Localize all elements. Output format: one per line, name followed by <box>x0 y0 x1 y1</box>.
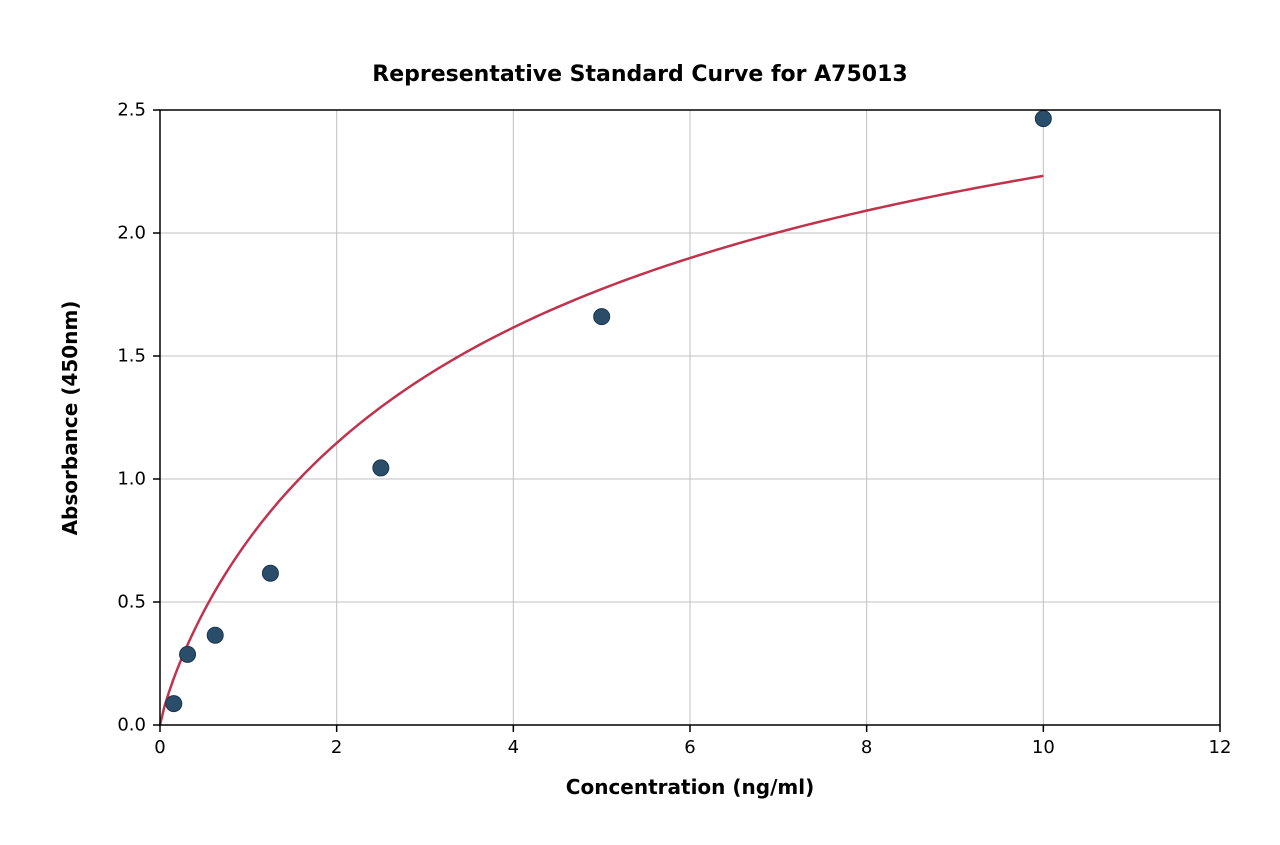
y-tick-label: 2.0 <box>117 223 146 244</box>
y-tick-label: 0.5 <box>117 592 146 613</box>
x-tick-label: 4 <box>508 737 519 758</box>
x-tick-label: 0 <box>154 737 165 758</box>
y-tick-label: 0.0 <box>117 715 146 736</box>
y-axis-label: Absorbance (450nm) <box>58 300 82 535</box>
x-tick-label: 8 <box>861 737 872 758</box>
x-tick-label: 6 <box>684 737 695 758</box>
y-tick-label: 2.5 <box>117 100 146 121</box>
chart-title: Representative Standard Curve for A75013 <box>0 62 1280 87</box>
chart-svg <box>0 0 1280 845</box>
y-tick-label: 1.0 <box>117 469 146 490</box>
chart-container: Representative Standard Curve for A75013… <box>0 0 1280 845</box>
y-tick-label: 1.5 <box>117 346 146 367</box>
x-axis-label: Concentration (ng/ml) <box>566 775 814 799</box>
x-tick-label: 12 <box>1209 737 1232 758</box>
x-tick-label: 10 <box>1032 737 1055 758</box>
x-tick-label: 2 <box>331 737 342 758</box>
